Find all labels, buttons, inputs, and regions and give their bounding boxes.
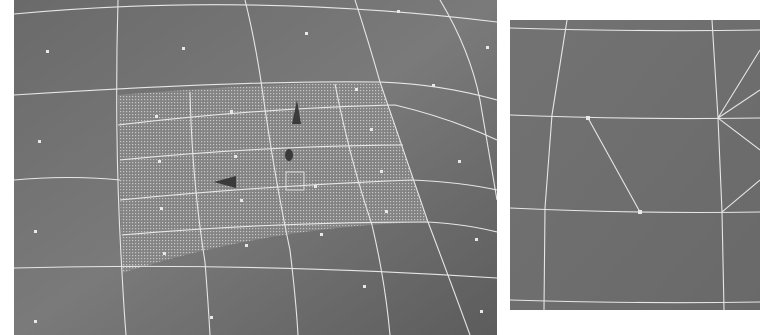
viewport-right[interactable] <box>510 20 760 310</box>
page <box>0 0 760 335</box>
viewport-left[interactable] <box>14 0 497 335</box>
viewport-bg <box>510 20 760 310</box>
vertex <box>586 116 590 120</box>
vertex <box>638 210 642 214</box>
screenshot <box>0 0 760 335</box>
